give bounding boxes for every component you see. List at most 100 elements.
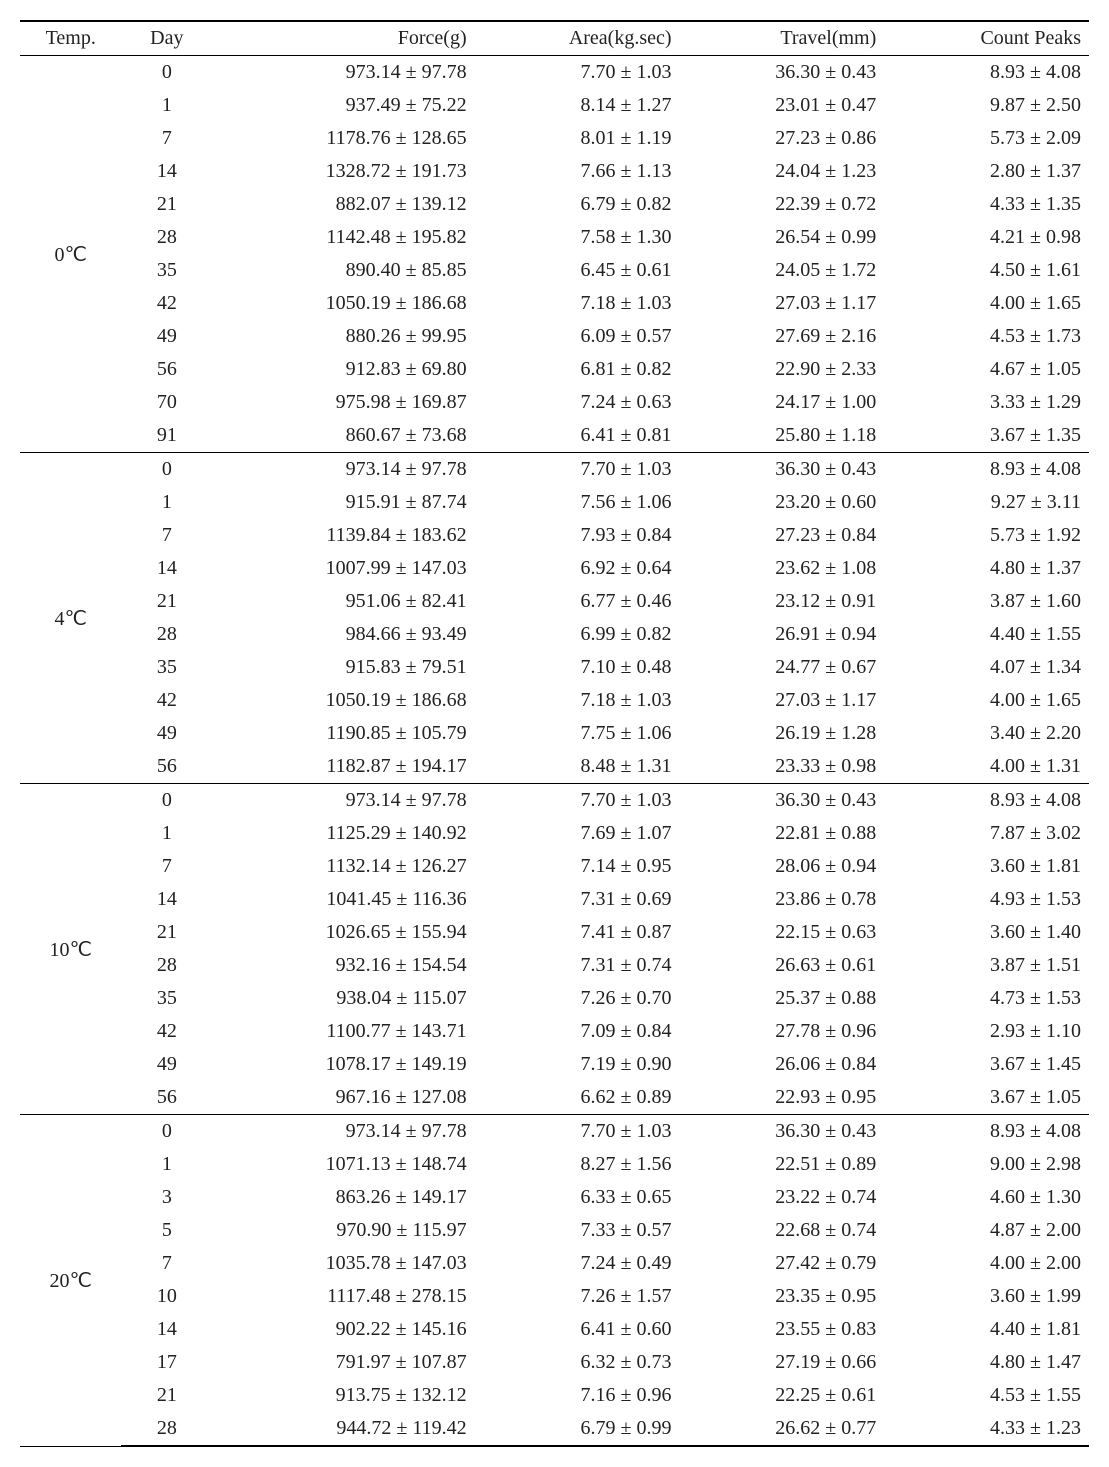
- table-row: 56912.83 ± 69.806.81 ± 0.8222.90 ± 2.334…: [20, 353, 1089, 386]
- day-cell: 56: [121, 1081, 212, 1115]
- day-cell: 28: [121, 618, 212, 651]
- area-cell: 7.26 ± 0.70: [475, 982, 680, 1015]
- travel-cell: 22.90 ± 2.33: [680, 353, 885, 386]
- travel-cell: 26.19 ± 1.28: [680, 717, 885, 750]
- day-cell: 14: [121, 155, 212, 188]
- count-cell: 8.93 ± 4.08: [884, 1115, 1089, 1149]
- table-row: 101117.48 ± 278.157.26 ± 1.5723.35 ± 0.9…: [20, 1280, 1089, 1313]
- table-row: 91860.67 ± 73.686.41 ± 0.8125.80 ± 1.183…: [20, 419, 1089, 453]
- count-cell: 5.73 ± 2.09: [884, 122, 1089, 155]
- count-cell: 5.73 ± 1.92: [884, 519, 1089, 552]
- travel-cell: 22.68 ± 0.74: [680, 1214, 885, 1247]
- travel-cell: 22.51 ± 0.89: [680, 1148, 885, 1181]
- travel-cell: 23.33 ± 0.98: [680, 750, 885, 784]
- travel-cell: 27.69 ± 2.16: [680, 320, 885, 353]
- day-cell: 1: [121, 817, 212, 850]
- force-cell: 967.16 ± 127.08: [212, 1081, 474, 1115]
- day-cell: 49: [121, 320, 212, 353]
- day-cell: 91: [121, 419, 212, 453]
- area-cell: 7.19 ± 0.90: [475, 1048, 680, 1081]
- travel-cell: 27.03 ± 1.17: [680, 684, 885, 717]
- travel-cell: 23.35 ± 0.95: [680, 1280, 885, 1313]
- force-cell: 1035.78 ± 147.03: [212, 1247, 474, 1280]
- count-cell: 4.07 ± 1.34: [884, 651, 1089, 684]
- travel-cell: 26.63 ± 0.61: [680, 949, 885, 982]
- table-row: 141328.72 ± 191.737.66 ± 1.1324.04 ± 1.2…: [20, 155, 1089, 188]
- table-row: 71035.78 ± 147.037.24 ± 0.4927.42 ± 0.79…: [20, 1247, 1089, 1280]
- count-cell: 4.50 ± 1.61: [884, 254, 1089, 287]
- area-cell: 7.75 ± 1.06: [475, 717, 680, 750]
- travel-cell: 22.81 ± 0.88: [680, 817, 885, 850]
- table-row: 1937.49 ± 75.228.14 ± 1.2723.01 ± 0.479.…: [20, 89, 1089, 122]
- travel-cell: 23.01 ± 0.47: [680, 89, 885, 122]
- col-temp: Temp.: [20, 21, 121, 56]
- force-cell: 1328.72 ± 191.73: [212, 155, 474, 188]
- force-cell: 975.98 ± 169.87: [212, 386, 474, 419]
- area-cell: 6.77 ± 0.46: [475, 585, 680, 618]
- area-cell: 7.31 ± 0.69: [475, 883, 680, 916]
- travel-cell: 26.62 ± 0.77: [680, 1412, 885, 1446]
- area-cell: 7.18 ± 1.03: [475, 684, 680, 717]
- travel-cell: 23.22 ± 0.74: [680, 1181, 885, 1214]
- count-cell: 4.33 ± 1.35: [884, 188, 1089, 221]
- area-cell: 7.56 ± 1.06: [475, 486, 680, 519]
- count-cell: 4.87 ± 2.00: [884, 1214, 1089, 1247]
- area-cell: 6.81 ± 0.82: [475, 353, 680, 386]
- count-cell: 4.53 ± 1.73: [884, 320, 1089, 353]
- day-cell: 1: [121, 486, 212, 519]
- travel-cell: 27.03 ± 1.17: [680, 287, 885, 320]
- area-cell: 6.33 ± 0.65: [475, 1181, 680, 1214]
- travel-cell: 36.30 ± 0.43: [680, 784, 885, 818]
- table-row: 71132.14 ± 126.277.14 ± 0.9528.06 ± 0.94…: [20, 850, 1089, 883]
- table-row: 28932.16 ± 154.547.31 ± 0.7426.63 ± 0.61…: [20, 949, 1089, 982]
- force-cell: 915.83 ± 79.51: [212, 651, 474, 684]
- force-cell: 912.83 ± 69.80: [212, 353, 474, 386]
- temp-cell: 4℃: [20, 453, 121, 784]
- table-row: 1915.91 ± 87.747.56 ± 1.0623.20 ± 0.609.…: [20, 486, 1089, 519]
- force-cell: 932.16 ± 154.54: [212, 949, 474, 982]
- table-row: 141007.99 ± 147.036.92 ± 0.6423.62 ± 1.0…: [20, 552, 1089, 585]
- day-cell: 28: [121, 949, 212, 982]
- day-cell: 17: [121, 1346, 212, 1379]
- area-cell: 7.58 ± 1.30: [475, 221, 680, 254]
- travel-cell: 22.15 ± 0.63: [680, 916, 885, 949]
- travel-cell: 28.06 ± 0.94: [680, 850, 885, 883]
- table-row: 70975.98 ± 169.877.24 ± 0.6324.17 ± 1.00…: [20, 386, 1089, 419]
- force-cell: 890.40 ± 85.85: [212, 254, 474, 287]
- col-day: Day: [121, 21, 212, 56]
- table-row: 35938.04 ± 115.077.26 ± 0.7025.37 ± 0.88…: [20, 982, 1089, 1015]
- count-cell: 9.87 ± 2.50: [884, 89, 1089, 122]
- count-cell: 9.00 ± 2.98: [884, 1148, 1089, 1181]
- table-row: 21882.07 ± 139.126.79 ± 0.8222.39 ± 0.72…: [20, 188, 1089, 221]
- area-cell: 7.26 ± 1.57: [475, 1280, 680, 1313]
- count-cell: 8.93 ± 4.08: [884, 784, 1089, 818]
- table-row: 421050.19 ± 186.687.18 ± 1.0327.03 ± 1.1…: [20, 287, 1089, 320]
- force-cell: 938.04 ± 115.07: [212, 982, 474, 1015]
- count-cell: 4.00 ± 1.65: [884, 684, 1089, 717]
- area-cell: 6.45 ± 0.61: [475, 254, 680, 287]
- count-cell: 4.60 ± 1.30: [884, 1181, 1089, 1214]
- table-row: 421050.19 ± 186.687.18 ± 1.0327.03 ± 1.1…: [20, 684, 1089, 717]
- travel-cell: 26.06 ± 0.84: [680, 1048, 885, 1081]
- count-cell: 4.53 ± 1.55: [884, 1379, 1089, 1412]
- table-row: 10℃0973.14 ± 97.787.70 ± 1.0336.30 ± 0.4…: [20, 784, 1089, 818]
- force-cell: 1142.48 ± 195.82: [212, 221, 474, 254]
- count-cell: 9.27 ± 3.11: [884, 486, 1089, 519]
- force-cell: 944.72 ± 119.42: [212, 1412, 474, 1446]
- temp-cell: 0℃: [20, 56, 121, 453]
- table-row: 17791.97 ± 107.876.32 ± 0.7327.19 ± 0.66…: [20, 1346, 1089, 1379]
- force-cell: 1050.19 ± 186.68: [212, 287, 474, 320]
- area-cell: 7.66 ± 1.13: [475, 155, 680, 188]
- day-cell: 28: [121, 221, 212, 254]
- area-cell: 7.93 ± 0.84: [475, 519, 680, 552]
- travel-cell: 24.17 ± 1.00: [680, 386, 885, 419]
- count-cell: 3.60 ± 1.99: [884, 1280, 1089, 1313]
- table-row: 491190.85 ± 105.797.75 ± 1.0626.19 ± 1.2…: [20, 717, 1089, 750]
- count-cell: 4.80 ± 1.47: [884, 1346, 1089, 1379]
- travel-cell: 26.91 ± 0.94: [680, 618, 885, 651]
- travel-cell: 27.23 ± 0.86: [680, 122, 885, 155]
- force-cell: 1178.76 ± 128.65: [212, 122, 474, 155]
- count-cell: 3.40 ± 2.20: [884, 717, 1089, 750]
- table-row: 11125.29 ± 140.927.69 ± 1.0722.81 ± 0.88…: [20, 817, 1089, 850]
- force-cell: 973.14 ± 97.78: [212, 56, 474, 90]
